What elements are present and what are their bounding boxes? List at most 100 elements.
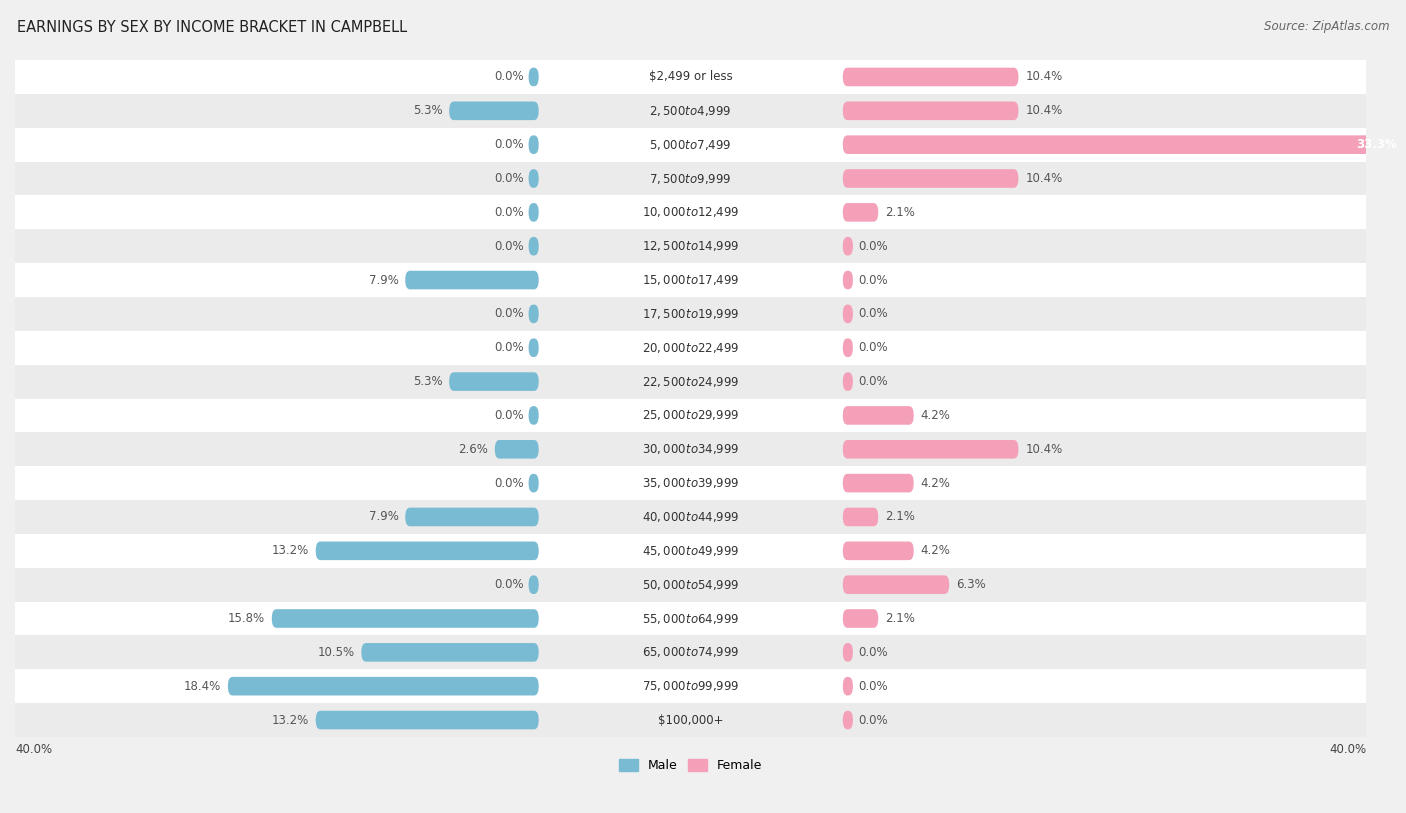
Text: 0.0%: 0.0% bbox=[494, 206, 523, 219]
FancyBboxPatch shape bbox=[842, 406, 914, 424]
FancyBboxPatch shape bbox=[842, 203, 879, 222]
FancyBboxPatch shape bbox=[529, 169, 538, 188]
Text: 10.4%: 10.4% bbox=[1025, 443, 1063, 456]
FancyBboxPatch shape bbox=[495, 440, 538, 459]
Text: 2.1%: 2.1% bbox=[884, 206, 915, 219]
Text: 0.0%: 0.0% bbox=[494, 578, 523, 591]
FancyBboxPatch shape bbox=[842, 135, 1406, 154]
Text: 15.8%: 15.8% bbox=[228, 612, 264, 625]
Text: 10.5%: 10.5% bbox=[318, 646, 354, 659]
FancyBboxPatch shape bbox=[842, 507, 879, 526]
Bar bbox=[15, 195, 1367, 229]
Text: $25,000 to $29,999: $25,000 to $29,999 bbox=[643, 408, 740, 423]
Text: 5.3%: 5.3% bbox=[413, 104, 443, 117]
FancyBboxPatch shape bbox=[449, 372, 538, 391]
Bar bbox=[15, 229, 1367, 263]
FancyBboxPatch shape bbox=[842, 67, 1018, 86]
Text: 0.0%: 0.0% bbox=[494, 71, 523, 84]
Text: 0.0%: 0.0% bbox=[858, 646, 887, 659]
Text: 7.9%: 7.9% bbox=[368, 511, 398, 524]
Text: $15,000 to $17,499: $15,000 to $17,499 bbox=[643, 273, 740, 287]
Text: $2,500 to $4,999: $2,500 to $4,999 bbox=[650, 104, 733, 118]
FancyBboxPatch shape bbox=[316, 711, 538, 729]
Bar bbox=[15, 331, 1367, 365]
FancyBboxPatch shape bbox=[842, 541, 914, 560]
FancyBboxPatch shape bbox=[228, 677, 538, 695]
Text: 7.9%: 7.9% bbox=[368, 273, 398, 286]
Text: Source: ZipAtlas.com: Source: ZipAtlas.com bbox=[1264, 20, 1389, 33]
Text: $22,500 to $24,999: $22,500 to $24,999 bbox=[643, 375, 740, 389]
Text: $100,000+: $100,000+ bbox=[658, 714, 724, 727]
Text: 0.0%: 0.0% bbox=[494, 341, 523, 354]
Text: 33.3%: 33.3% bbox=[1357, 138, 1398, 151]
Text: 0.0%: 0.0% bbox=[494, 138, 523, 151]
Bar bbox=[15, 365, 1367, 398]
Text: 2.1%: 2.1% bbox=[884, 511, 915, 524]
FancyBboxPatch shape bbox=[361, 643, 538, 662]
Text: 0.0%: 0.0% bbox=[494, 409, 523, 422]
Bar bbox=[15, 466, 1367, 500]
Text: $35,000 to $39,999: $35,000 to $39,999 bbox=[643, 476, 740, 490]
FancyBboxPatch shape bbox=[529, 203, 538, 222]
Text: $55,000 to $64,999: $55,000 to $64,999 bbox=[643, 611, 740, 625]
FancyBboxPatch shape bbox=[529, 305, 538, 324]
FancyBboxPatch shape bbox=[405, 507, 538, 526]
Bar bbox=[15, 128, 1367, 162]
FancyBboxPatch shape bbox=[529, 406, 538, 424]
FancyBboxPatch shape bbox=[449, 102, 538, 120]
FancyBboxPatch shape bbox=[842, 440, 1018, 459]
Bar bbox=[15, 162, 1367, 195]
Bar bbox=[15, 433, 1367, 466]
Text: 4.2%: 4.2% bbox=[921, 409, 950, 422]
Text: 4.2%: 4.2% bbox=[921, 545, 950, 558]
Bar bbox=[15, 636, 1367, 669]
Text: 4.2%: 4.2% bbox=[921, 476, 950, 489]
Text: 6.3%: 6.3% bbox=[956, 578, 986, 591]
FancyBboxPatch shape bbox=[529, 67, 538, 86]
Bar bbox=[15, 60, 1367, 93]
Text: $17,500 to $19,999: $17,500 to $19,999 bbox=[643, 307, 740, 321]
Text: 0.0%: 0.0% bbox=[858, 273, 887, 286]
Text: 0.0%: 0.0% bbox=[858, 375, 887, 388]
Text: 13.2%: 13.2% bbox=[271, 545, 309, 558]
Text: 2.1%: 2.1% bbox=[884, 612, 915, 625]
FancyBboxPatch shape bbox=[842, 474, 914, 493]
Text: $7,500 to $9,999: $7,500 to $9,999 bbox=[650, 172, 733, 185]
FancyBboxPatch shape bbox=[842, 643, 853, 662]
Bar bbox=[15, 93, 1367, 128]
Bar bbox=[15, 534, 1367, 567]
FancyBboxPatch shape bbox=[405, 271, 538, 289]
Text: 18.4%: 18.4% bbox=[184, 680, 221, 693]
Text: $12,500 to $14,999: $12,500 to $14,999 bbox=[643, 239, 740, 253]
Text: 0.0%: 0.0% bbox=[858, 307, 887, 320]
Bar bbox=[15, 263, 1367, 297]
Bar bbox=[15, 567, 1367, 602]
Text: $5,000 to $7,499: $5,000 to $7,499 bbox=[650, 137, 733, 152]
Text: 0.0%: 0.0% bbox=[858, 240, 887, 253]
Text: $40,000 to $44,999: $40,000 to $44,999 bbox=[643, 510, 740, 524]
Text: 0.0%: 0.0% bbox=[858, 341, 887, 354]
FancyBboxPatch shape bbox=[842, 338, 853, 357]
Bar bbox=[15, 602, 1367, 636]
Text: 10.4%: 10.4% bbox=[1025, 71, 1063, 84]
Text: 10.4%: 10.4% bbox=[1025, 172, 1063, 185]
Bar bbox=[15, 398, 1367, 433]
FancyBboxPatch shape bbox=[529, 474, 538, 493]
FancyBboxPatch shape bbox=[842, 102, 1018, 120]
Text: 0.0%: 0.0% bbox=[858, 680, 887, 693]
Text: 40.0%: 40.0% bbox=[1329, 743, 1367, 756]
FancyBboxPatch shape bbox=[842, 271, 853, 289]
FancyBboxPatch shape bbox=[842, 169, 1018, 188]
FancyBboxPatch shape bbox=[529, 135, 538, 154]
Text: $20,000 to $22,499: $20,000 to $22,499 bbox=[643, 341, 740, 354]
Text: 0.0%: 0.0% bbox=[494, 172, 523, 185]
Bar bbox=[15, 703, 1367, 737]
Text: 0.0%: 0.0% bbox=[858, 714, 887, 727]
Text: $2,499 or less: $2,499 or less bbox=[648, 71, 733, 84]
FancyBboxPatch shape bbox=[529, 576, 538, 594]
Bar bbox=[15, 500, 1367, 534]
FancyBboxPatch shape bbox=[842, 711, 853, 729]
Text: $50,000 to $54,999: $50,000 to $54,999 bbox=[643, 578, 740, 592]
Text: 13.2%: 13.2% bbox=[271, 714, 309, 727]
Bar bbox=[15, 669, 1367, 703]
